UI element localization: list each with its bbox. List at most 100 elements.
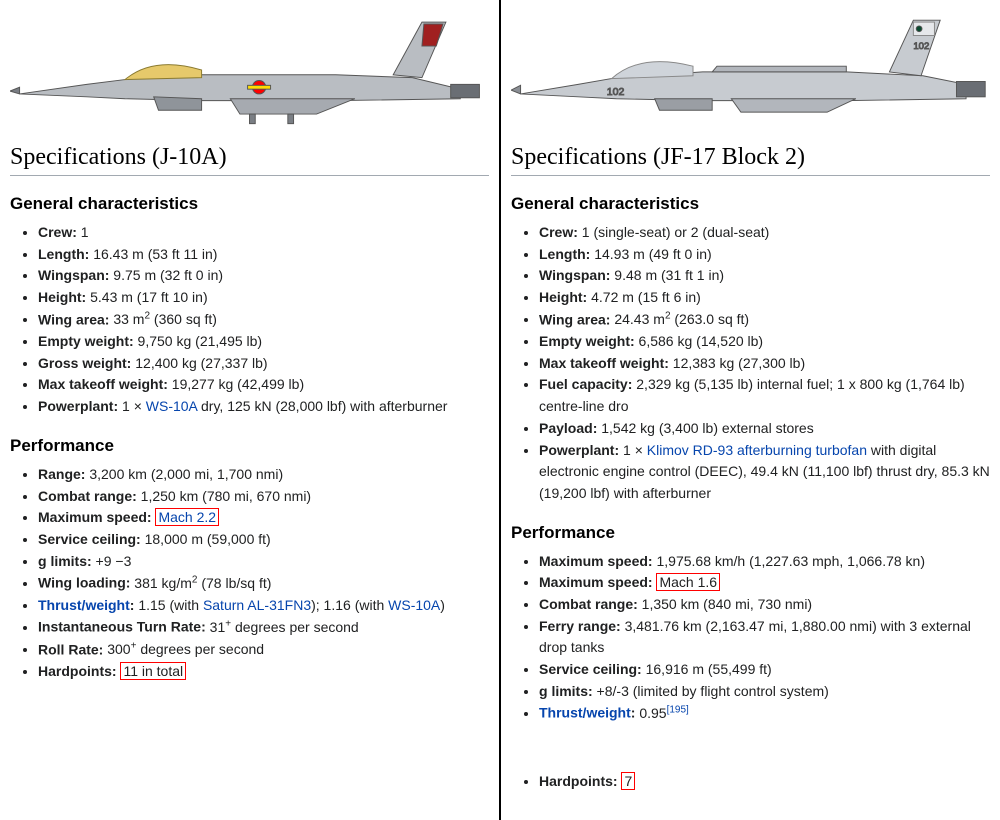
left-general-heading: General characteristics [10,194,489,214]
spec-label: Combat range: [38,488,137,504]
spec-label: Instantaneous Turn Rate: [38,619,206,635]
spec-value: 7 [618,772,636,790]
spec-label: Height: [539,289,587,305]
spec-item: Empty weight: 6,586 kg (14,520 lb) [539,331,990,353]
spec-item: Length: 14.93 m (49 ft 0 in) [539,244,990,266]
spec-value: 1 (single-seat) or 2 (dual-seat) [578,224,769,240]
spec-item: Height: 5.43 m (17 ft 10 in) [38,287,489,309]
spec-item: Crew: 1 (single-seat) or 2 (dual-seat) [539,222,990,244]
spec-item: g limits: +9 −3 [38,551,489,573]
right-panel: 102 102 Specifications (JF-17 Block 2) G… [501,0,1000,820]
spec-item: Ferry range: 3,481.76 km (2,163.47 mi, 1… [539,616,990,659]
spec-item: Hardpoints: 11 in total [38,661,489,683]
spec-item: g limits: +8/-3 (limited by flight contr… [539,681,990,703]
spec-value: 1,975.68 km/h (1,227.63 mph, 1,066.78 kn… [653,553,925,569]
spec-item: Thrust/weight: 1.15 (with Saturn AL-31FN… [38,595,489,617]
spec-label: Max takeoff weight: [539,355,669,371]
spec-label: Hardpoints: [38,663,117,679]
spec-item: Instantaneous Turn Rate: 31+ degrees per… [38,616,489,638]
jf17-illustration: 102 102 [511,0,990,140]
spec-item: Max takeoff weight: 12,383 kg (27,300 lb… [539,353,990,375]
spec-label: Range: [38,466,85,482]
spec-value: 19,277 kg (42,499 lb) [168,376,304,392]
left-title: Specifications (J-10A) [10,144,489,176]
spec-value: 18,000 m (59,000 ft) [141,531,271,547]
spec-label: Max takeoff weight: [38,376,168,392]
left-performance-list: Range: 3,200 km (2,000 mi, 1,700 nmi)Com… [10,464,489,683]
spec-label: Combat range: [539,596,638,612]
spec-value: 16.43 m (53 ft 11 in) [89,246,217,262]
spec-item: Wing loading: 381 kg/m2 (78 lb/sq ft) [38,572,489,594]
spec-item: Max takeoff weight: 19,277 kg (42,499 lb… [38,374,489,396]
spec-item: Combat range: 1,350 km (840 mi, 730 nmi) [539,594,990,616]
spec-item: Empty weight: 9,750 kg (21,495 lb) [38,331,489,353]
spec-value: 12,400 kg (27,337 lb) [131,355,267,371]
spec-item: Height: 4.72 m (15 ft 6 in) [539,287,990,309]
spec-label: Maximum speed: [539,553,653,569]
spec-label: Thrust/weight: [539,705,635,721]
spec-item: Service ceiling: 16,916 m (55,499 ft) [539,659,990,681]
spec-value: 381 kg/m2 (78 lb/sq ft) [130,575,271,591]
right-general-heading: General characteristics [511,194,990,214]
spec-label: g limits: [539,683,593,699]
j10a-illustration [10,0,489,140]
spec-value: 1,250 km (780 mi, 670 nmi) [137,488,311,504]
spec-label: Powerplant: [38,398,118,414]
right-general-list: Crew: 1 (single-seat) or 2 (dual-seat)Le… [511,222,990,505]
svg-text:102: 102 [913,41,929,52]
spec-item: Wing area: 24.43 m2 (263.0 sq ft) [539,309,990,331]
spec-label: Height: [38,289,86,305]
svg-text:102: 102 [607,86,625,98]
spec-label: Payload: [539,420,597,436]
spec-label: Length: [38,246,89,262]
spec-item: Hardpoints: 7 [539,771,990,793]
spec-value: 1,350 km (840 mi, 730 nmi) [638,596,812,612]
spec-label: Maximum speed: [539,574,653,590]
spec-value: 11 in total [117,662,187,680]
spec-item: Powerplant: 1 × Klimov RD-93 afterburnin… [539,440,990,505]
spec-item: Range: 3,200 km (2,000 mi, 1,700 nmi) [38,464,489,486]
spec-value: 1 × WS-10A dry, 125 kN (28,000 lbf) with… [118,398,447,414]
right-title: Specifications (JF-17 Block 2) [511,144,990,176]
spec-value: 3,200 km (2,000 mi, 1,700 nmi) [85,466,283,482]
spec-label: Fuel capacity: [539,376,632,392]
spec-value: 14.93 m (49 ft 0 in) [590,246,711,262]
spec-value: 1,542 kg (3,400 lb) external stores [597,420,813,436]
spec-label: Gross weight: [38,355,131,371]
comparison-container: Specifications (J-10A) General character… [0,0,1000,820]
spec-label: Ferry range: [539,618,621,634]
spec-item: Maximum speed: 1,975.68 km/h (1,227.63 m… [539,551,990,573]
left-general-list: Crew: 1Length: 16.43 m (53 ft 11 in)Wing… [10,222,489,418]
spec-label: Service ceiling: [539,661,642,677]
spec-value: 4.72 m (15 ft 6 in) [587,289,701,305]
spec-label: Wingspan: [38,267,109,283]
spec-value: 1 [77,224,89,240]
spec-label: Wing area: [539,311,610,327]
spec-value: 24.43 m2 (263.0 sq ft) [610,311,749,327]
right-hardpoints-list: Hardpoints: 7 [511,771,990,793]
left-panel: Specifications (J-10A) General character… [0,0,501,820]
spec-item: Wing area: 33 m2 (360 sq ft) [38,309,489,331]
spec-value: 12,383 kg (27,300 lb) [669,355,805,371]
spec-label: Hardpoints: [539,773,618,789]
spec-item: Powerplant: 1 × WS-10A dry, 125 kN (28,0… [38,396,489,418]
spec-label: Length: [539,246,590,262]
spec-label: Roll Rate: [38,641,103,657]
spec-value: 9,750 kg (21,495 lb) [134,333,262,349]
spec-value: Mach 2.2 [152,508,219,526]
spec-label: Crew: [539,224,578,240]
spec-value: Mach 1.6 [653,573,720,591]
spec-label: Wing loading: [38,575,130,591]
spec-value: 33 m2 (360 sq ft) [109,311,217,327]
spec-label: Service ceiling: [38,531,141,547]
right-performance-heading: Performance [511,523,990,543]
spec-item: Length: 16.43 m (53 ft 11 in) [38,244,489,266]
spec-value: 5.43 m (17 ft 10 in) [86,289,207,305]
spec-value: 300+ degrees per second [103,641,264,657]
spec-item: Gross weight: 12,400 kg (27,337 lb) [38,353,489,375]
spec-value: 0.95[195] [635,705,688,721]
spec-label: Crew: [38,224,77,240]
spec-item: Fuel capacity: 2,329 kg (5,135 lb) inter… [539,374,990,417]
spec-label: Wing area: [38,311,109,327]
spec-item: Combat range: 1,250 km (780 mi, 670 nmi) [38,486,489,508]
